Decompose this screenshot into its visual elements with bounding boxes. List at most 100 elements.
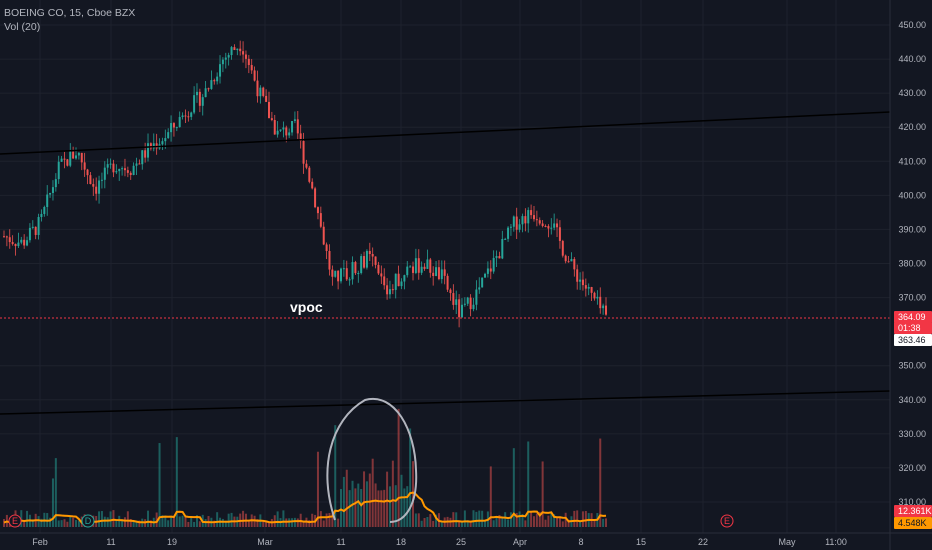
candle-body <box>406 266 409 276</box>
volume-bar <box>57 520 60 527</box>
candle-body <box>51 187 54 193</box>
volume-bar <box>224 520 227 527</box>
candle-body <box>463 303 466 305</box>
volume-bar <box>489 466 492 527</box>
candle-body <box>8 237 11 243</box>
trendline-upper <box>0 111 891 155</box>
candle-body <box>302 140 305 164</box>
candle-body <box>460 304 463 318</box>
volume-bar <box>409 428 412 527</box>
candle-body <box>420 266 423 273</box>
candle-body <box>596 296 599 299</box>
time-tick-label: 8 <box>578 537 583 547</box>
volume-bar <box>469 521 472 527</box>
volume-bar <box>100 511 103 527</box>
candle-body <box>54 179 57 188</box>
volume-bar <box>112 510 115 527</box>
volume-bar <box>115 519 118 527</box>
volume-bar <box>365 481 368 527</box>
candle-body <box>239 48 242 52</box>
volume-bar <box>348 490 351 527</box>
volume-bar <box>328 512 331 527</box>
time-tick-label: 11 <box>106 537 115 547</box>
candle-body <box>351 262 354 280</box>
candle-body <box>388 289 391 295</box>
volume-bar <box>507 519 510 527</box>
candle-body <box>478 287 481 290</box>
volume-bar <box>227 513 230 527</box>
candle-body <box>181 115 184 118</box>
price-tag-label: 363.46 <box>898 335 926 345</box>
candle-body <box>316 207 319 214</box>
price-tick-label: 380.00 <box>898 259 926 269</box>
candle-body <box>221 59 224 65</box>
price-tick-label: 390.00 <box>898 224 926 234</box>
volume-bar <box>538 511 541 527</box>
vpoc-label: vpoc <box>290 299 323 315</box>
candle-body <box>319 213 322 227</box>
candle-body <box>590 287 593 293</box>
candle-body <box>100 179 103 181</box>
volume-bar <box>481 510 484 527</box>
event-marker-label: E <box>724 516 730 526</box>
price-tag-label: 4.548K <box>898 518 927 528</box>
candle-body <box>452 293 455 305</box>
volume-bar <box>126 511 129 527</box>
volume-bar <box>579 521 582 527</box>
volume-bar <box>106 517 109 527</box>
volume-bar <box>354 488 357 527</box>
candle-body <box>311 181 314 189</box>
candle-body <box>446 275 449 290</box>
volume-bar <box>242 510 245 527</box>
candle-body <box>386 285 389 295</box>
candle-body <box>492 257 495 272</box>
volume-bar <box>26 510 29 527</box>
volume-bar <box>573 510 576 527</box>
volume-bar <box>527 441 530 527</box>
candle-body <box>121 168 124 170</box>
volume-bar <box>423 518 426 527</box>
volume-bar <box>463 510 466 527</box>
volume-bar <box>155 512 158 527</box>
symbol-title: BOEING CO, 15, Cboe BZX <box>4 7 136 19</box>
price-tick-label: 330.00 <box>898 429 926 439</box>
volume-bar <box>267 521 270 527</box>
volume-bar <box>69 516 72 527</box>
volume-bar <box>31 519 34 527</box>
volume-bar <box>60 520 63 527</box>
candle-body <box>63 158 66 160</box>
volume-bar <box>170 516 173 527</box>
volume-bar <box>331 513 334 527</box>
candle-body <box>593 292 596 299</box>
candle-body <box>118 168 121 172</box>
candle-body <box>265 95 268 102</box>
candle-body <box>484 273 487 278</box>
candle-body <box>89 175 92 185</box>
candle-body <box>501 239 504 259</box>
candle-body <box>28 227 31 241</box>
candle-body <box>472 304 475 310</box>
volume-bar <box>308 519 311 527</box>
candle-body <box>567 261 570 263</box>
volume-bar <box>509 512 512 527</box>
volume-bar <box>458 521 461 527</box>
time-tick-label: Apr <box>513 537 527 547</box>
candle-body <box>423 266 426 269</box>
volume-bar <box>135 520 138 527</box>
candle-body <box>219 64 222 77</box>
volume-bar <box>550 512 553 527</box>
candle-body <box>204 88 207 98</box>
candle-body <box>547 226 550 229</box>
volume-bar <box>504 512 507 527</box>
volume-bar <box>109 511 112 527</box>
volume-bar <box>181 515 184 527</box>
time-tick-label: 11 <box>336 537 345 547</box>
volume-bar <box>178 516 181 527</box>
candle-body <box>581 279 584 286</box>
candle-body <box>328 250 331 270</box>
candle-body <box>564 255 567 262</box>
candle-body <box>178 117 181 128</box>
event-marker-label: D <box>85 516 92 526</box>
